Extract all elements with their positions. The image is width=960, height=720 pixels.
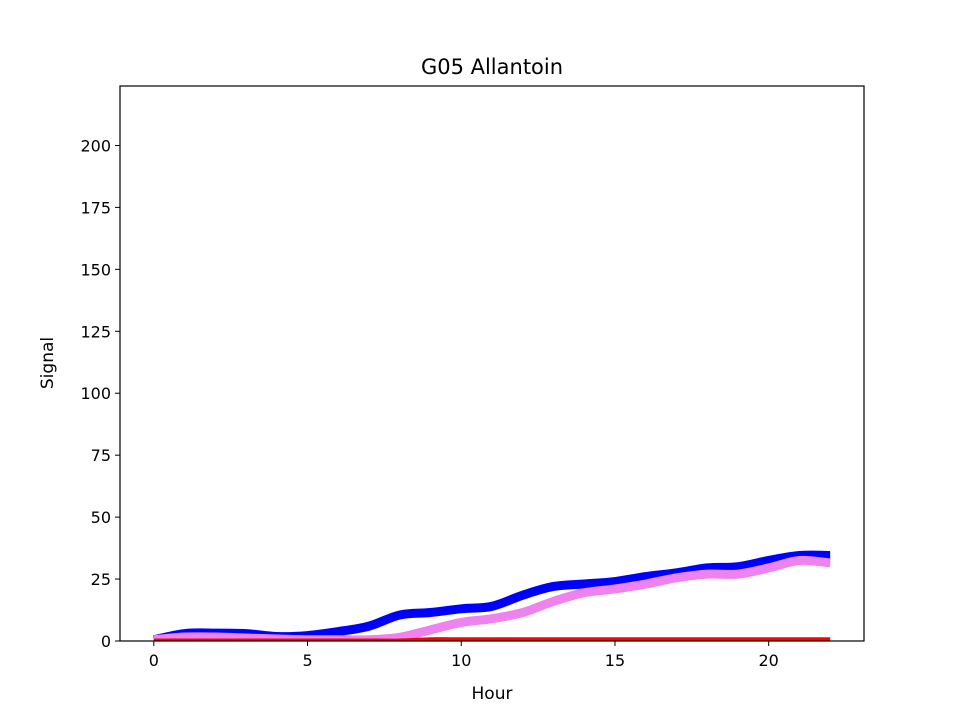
y-tick-label: 25 [91, 570, 111, 589]
series-line-red [153, 637, 831, 641]
y-tick-label: 150 [80, 260, 111, 279]
y-tick-label: 75 [91, 446, 111, 465]
x-tick-label: 5 [302, 651, 312, 670]
y-axis-label: Signal [38, 337, 58, 389]
x-tick-label: 20 [759, 651, 779, 670]
y-tick-label: 0 [101, 632, 111, 651]
y-tick-label: 125 [80, 322, 111, 341]
y-tick-label: 100 [80, 384, 111, 403]
y-tick-label: 175 [80, 198, 111, 217]
x-tick-label: 10 [451, 651, 471, 670]
y-tick-label: 200 [80, 136, 111, 155]
axes-frame [119, 85, 865, 642]
x-tick-label: 15 [605, 651, 625, 670]
x-tick-label: 0 [149, 651, 159, 670]
chart-title: G05 Allantoin [421, 55, 563, 79]
y-tick-label: 50 [91, 508, 111, 527]
x-axis-label: Hour [472, 684, 513, 704]
